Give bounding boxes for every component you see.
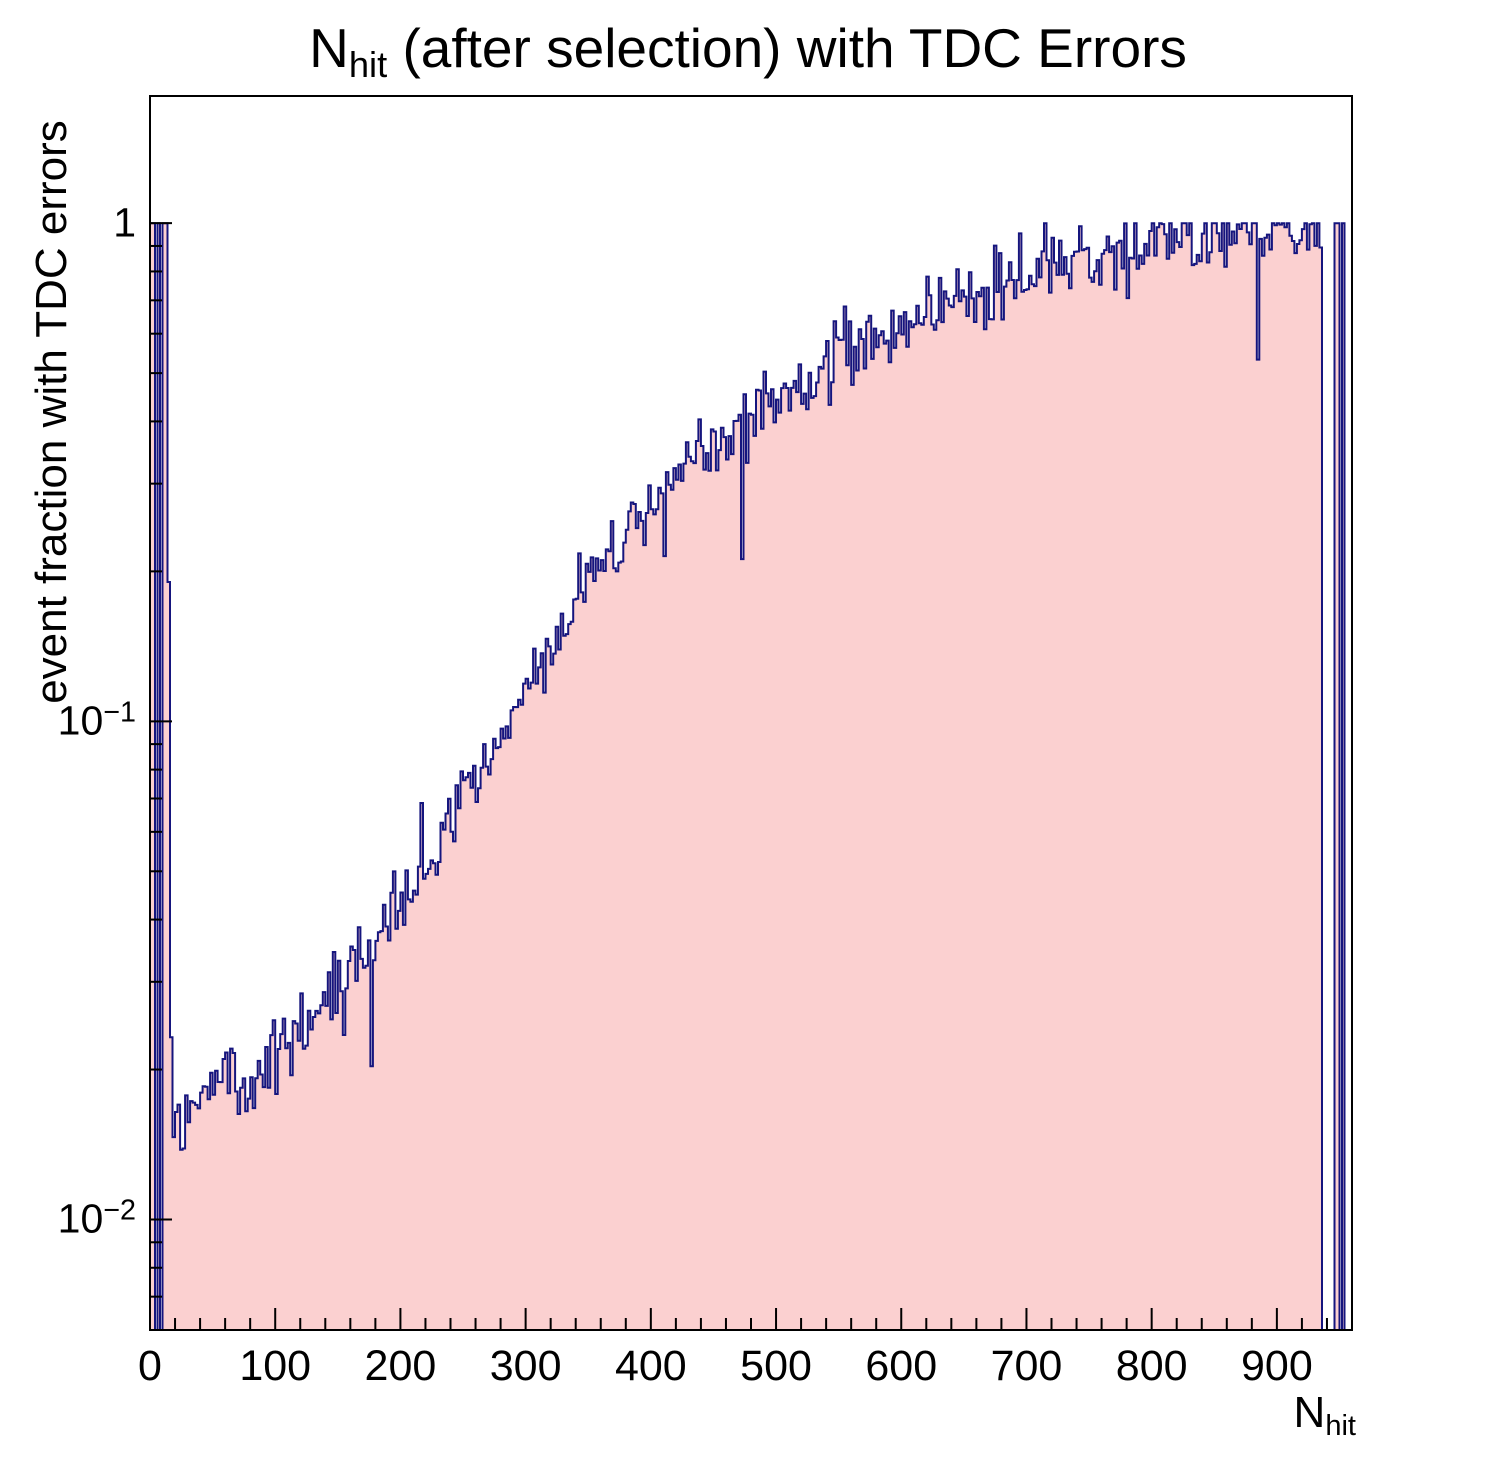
- x-tick-label: 300: [489, 1342, 562, 1390]
- x-tick-label: 100: [239, 1342, 312, 1390]
- x-tick-label: 200: [364, 1342, 437, 1390]
- x-tick-label: 0: [138, 1342, 162, 1390]
- x-tick-label: 500: [740, 1342, 812, 1390]
- x-axis-title: Nhit: [1294, 1388, 1356, 1443]
- y-tick-label: 10−2: [57, 1195, 136, 1242]
- y-tick-label: 10−1: [57, 696, 136, 744]
- x-tick-label: 800: [1115, 1342, 1188, 1390]
- y-tick-label: 1: [113, 199, 136, 246]
- chart-title-suffix: (after selection) with TDC Errors: [387, 17, 1187, 79]
- histogram-outline: [149, 222, 1352, 1331]
- histogram-fill: [150, 223, 1352, 1331]
- chart-title-prefix: N: [309, 17, 349, 79]
- x-tick-label: 700: [990, 1342, 1063, 1390]
- chart-title: Nhit (after selection) with TDC Errors: [0, 16, 1496, 86]
- x-tick-label: 400: [614, 1342, 687, 1390]
- x-tick-label: 900: [1241, 1342, 1313, 1390]
- x-tick-label: 600: [865, 1342, 938, 1390]
- x-axis-title-prefix: N: [1293, 1388, 1326, 1437]
- x-axis-title-subscript: hit: [1325, 1410, 1356, 1443]
- chart-title-subscript: hit: [348, 44, 388, 86]
